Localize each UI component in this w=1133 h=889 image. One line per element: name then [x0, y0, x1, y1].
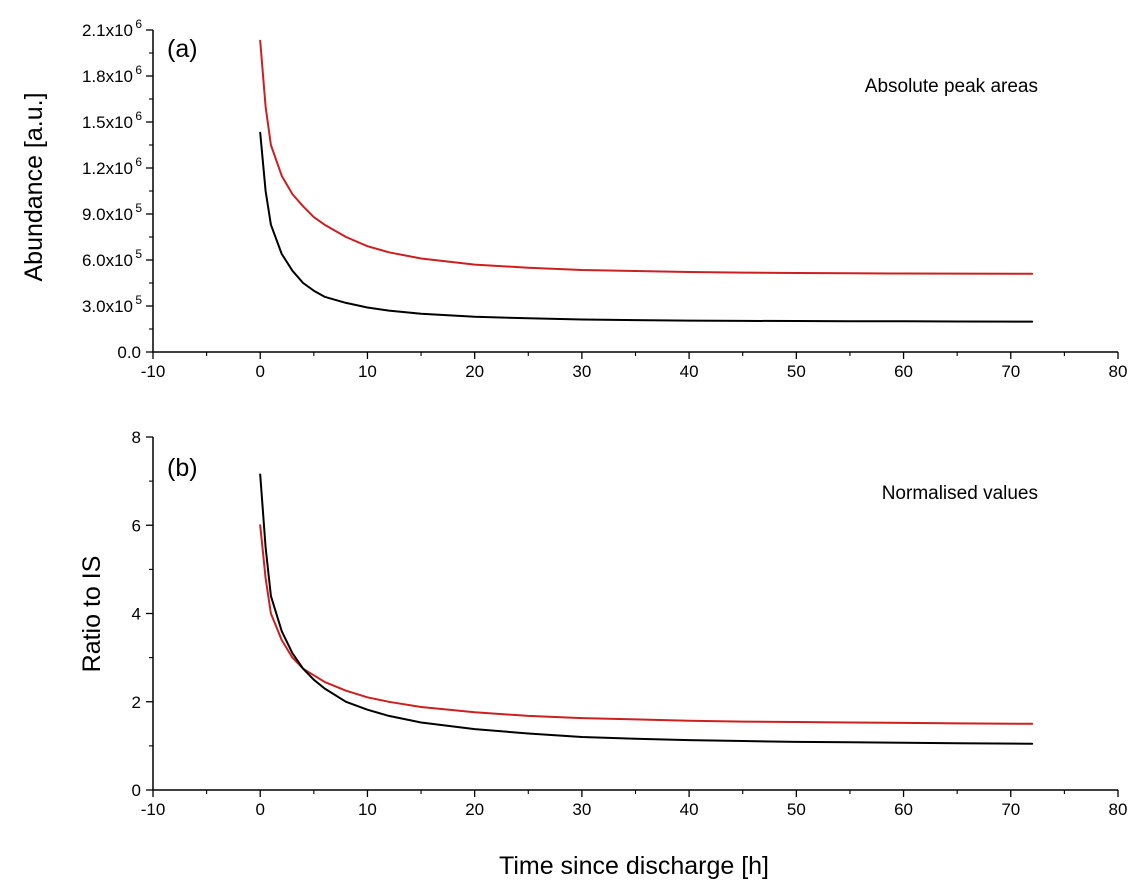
panel-a-x-tick-label: 50: [787, 362, 806, 381]
panel-a-x-tick-label: 70: [1001, 362, 1020, 381]
panel-a-y-tick-label: 3.0x10: [82, 297, 133, 316]
panel-b-x-tick-label: 20: [465, 800, 484, 819]
panel-a-y-tick-label: 1.5x10: [82, 113, 133, 132]
panel-a-x-tick-label: 80: [1109, 362, 1128, 381]
panel-b-x-tick-label: 30: [572, 800, 591, 819]
panel-a-y-tick-exponent: 5: [135, 201, 142, 215]
panel-a-annotation: Absolute peak areas: [865, 76, 1038, 97]
panel-b-x-tick-label: 40: [680, 800, 699, 819]
panel-a-y-tick-exponent: 6: [135, 17, 142, 31]
panel-a-label: (a): [167, 35, 198, 63]
panel-b-y-tick-label: 2: [132, 693, 141, 712]
panel-a-x-tick-label: 10: [358, 362, 377, 381]
panel-b-x-tick-label: 50: [787, 800, 806, 819]
panel-b-x-tick-label: 0: [255, 800, 264, 819]
panel-a-x-tick-label: 0: [255, 362, 264, 381]
panel-a-x-tick-label: -10: [141, 362, 166, 381]
panel-a-y-tick-label: 6.0x10: [82, 251, 133, 270]
panel-a-y-tick-label: 2.1x10: [82, 21, 133, 40]
panel-a-y-tick-exponent: 6: [135, 109, 142, 123]
panel-a-y-tick-label: 0.0: [117, 343, 141, 362]
panel-a-series-line-red: [259, 39, 1034, 275]
panel-a-y-tick-exponent: 5: [135, 247, 142, 261]
panel-a-y-tick-label: 1.8x10: [82, 67, 133, 86]
panel-b-x-tick-label: 80: [1109, 800, 1128, 819]
panel-a-series-line-black: [259, 131, 1034, 323]
panel-b-y-tick-label: 6: [132, 516, 141, 535]
x-axis-title: Time since discharge [h]: [499, 852, 769, 880]
panel-a-x-tick-label: 40: [680, 362, 699, 381]
panel-a-y-tick-exponent: 5: [135, 293, 142, 307]
panel-b-y-tick-label: 4: [132, 605, 141, 624]
panel-a-y-tick-label: 9.0x10: [82, 205, 133, 224]
panel-a-y-tick-exponent: 6: [135, 63, 142, 77]
panel-b-x-tick-label: -10: [141, 800, 166, 819]
panel-a-y-tick-label: 1.2x10: [82, 159, 133, 178]
panel-a-y-tick-exponent: 6: [135, 155, 142, 169]
panel-b-series-line-black: [259, 473, 1034, 745]
panel-b-y-axis-title: Ratio to IS: [78, 556, 106, 673]
panel-b-y-tick-label: 8: [132, 428, 141, 447]
panel-b-annotation: Normalised values: [882, 483, 1038, 504]
panel-b-x-tick-label: 10: [358, 800, 377, 819]
panel-b-y-tick-label: 0: [132, 781, 141, 800]
panel-b-label: (b): [167, 454, 198, 482]
panel-a-absolute-peak-areas: -10 0 10 20 30 40 50 60 70 800.03.0x10 56.0x10 59.0…: [20, 17, 1127, 381]
panel-a-x-tick-label: 60: [894, 362, 913, 381]
panel-a-plot-area: -10 0 10 20 30 40 50 60 70 800.03.0x10 56.0x10 59.0…: [82, 17, 1128, 381]
panel-b-x-tick-label: 60: [894, 800, 913, 819]
panel-a-y-axis-title: Abundance [a.u.]: [20, 92, 48, 281]
panel-b-series-line-red: [259, 524, 1034, 725]
panel-b-x-tick-label: 70: [1001, 800, 1020, 819]
panel-a-x-tick-label: 20: [465, 362, 484, 381]
panel-a-x-tick-label: 30: [572, 362, 591, 381]
